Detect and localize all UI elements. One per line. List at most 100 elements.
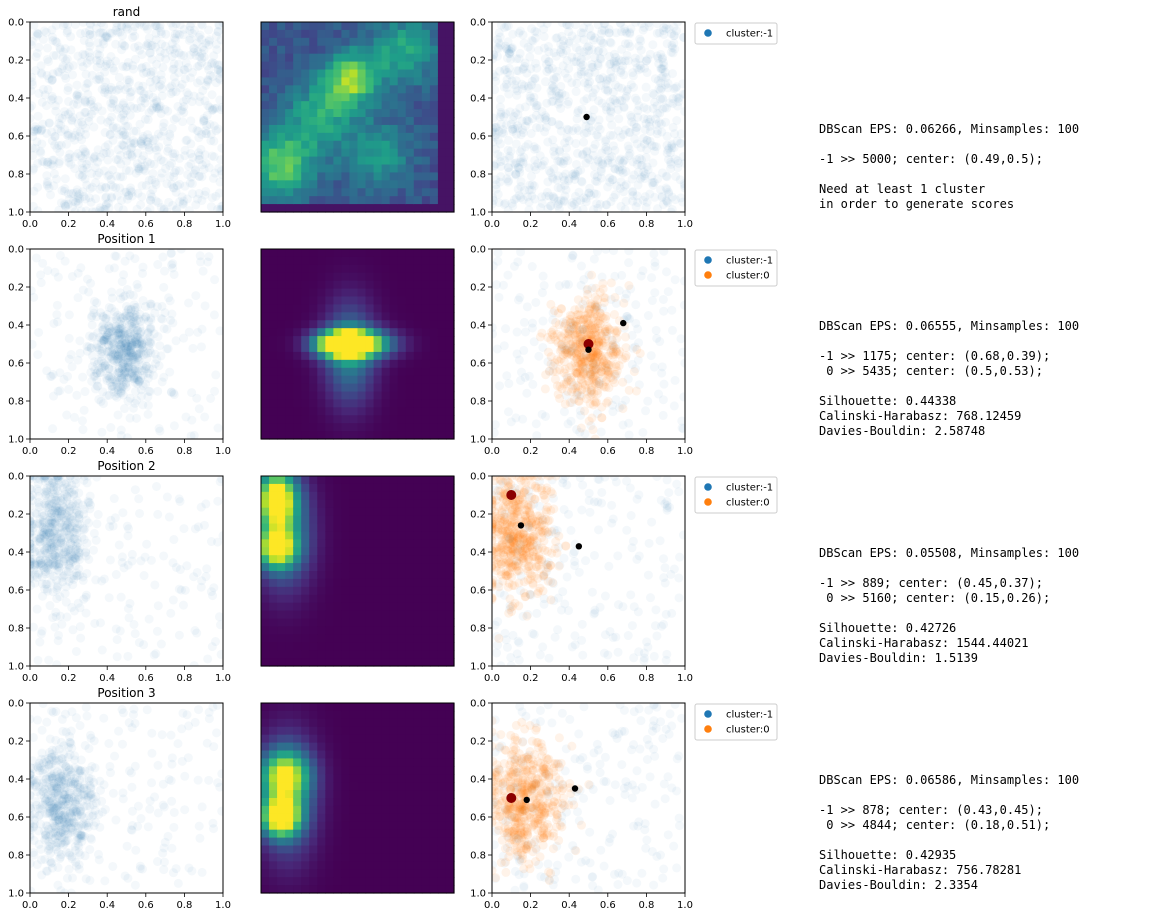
x-tick-label: 0.0 bbox=[484, 219, 500, 230]
heatmap-cell bbox=[373, 109, 383, 118]
sample-point bbox=[86, 22, 96, 29]
sample-point bbox=[126, 186, 136, 196]
cluster-minus1-point bbox=[544, 64, 554, 74]
cluster-minus1-point bbox=[567, 78, 577, 88]
sample-point bbox=[84, 518, 94, 528]
heatmap-cell bbox=[333, 359, 343, 369]
sample-point bbox=[201, 186, 211, 196]
heatmap-cell bbox=[317, 85, 326, 94]
sample-point bbox=[168, 595, 178, 605]
cluster-minus1-point bbox=[558, 49, 568, 59]
heatmap-cell bbox=[317, 132, 326, 142]
heatmap-cell bbox=[317, 288, 326, 298]
cluster-minus1-point bbox=[642, 68, 652, 78]
cluster-minus1-point bbox=[492, 428, 499, 438]
sample-point bbox=[171, 22, 181, 29]
heatmap-cell bbox=[357, 272, 367, 282]
sample-point bbox=[62, 64, 72, 74]
sample-point bbox=[141, 40, 151, 50]
heatmap-cell bbox=[365, 164, 375, 174]
heatmap-cell bbox=[269, 124, 278, 134]
sample-point bbox=[85, 184, 95, 194]
cluster-minus1-point bbox=[679, 179, 685, 189]
sample-point bbox=[211, 78, 221, 88]
heatmap-cell bbox=[269, 249, 278, 258]
y-tick-label: 1.0 bbox=[470, 208, 486, 219]
cluster-minus1-point bbox=[575, 45, 585, 55]
heatmap-cell bbox=[373, 172, 383, 181]
heatmap-cell bbox=[421, 45, 431, 55]
cluster-minus1-point bbox=[622, 91, 632, 101]
cluster-minus1-point bbox=[512, 66, 522, 76]
heatmap-cell bbox=[389, 164, 399, 174]
heatmap-cell bbox=[333, 249, 343, 258]
cluster-minus1-point bbox=[492, 51, 502, 61]
sample-point bbox=[143, 400, 153, 410]
heatmap-cell bbox=[269, 77, 278, 86]
heatmap-cell bbox=[429, 180, 439, 189]
heatmap-cell bbox=[301, 391, 310, 401]
heatmap-cell bbox=[445, 320, 455, 329]
sample-point bbox=[215, 95, 223, 105]
sample-point bbox=[62, 130, 72, 140]
heatmap-cell bbox=[437, 204, 447, 213]
heatmap-cell bbox=[325, 272, 334, 282]
cluster-minus1-point bbox=[549, 74, 559, 84]
cluster-0-point bbox=[540, 384, 550, 394]
heatmap-cell bbox=[389, 304, 399, 313]
sample-point bbox=[160, 266, 170, 276]
cluster-minus1-point bbox=[619, 70, 629, 80]
sample-point bbox=[100, 128, 110, 138]
heatmap-cell bbox=[269, 288, 278, 298]
heatmap-cell bbox=[301, 148, 310, 158]
sample-point bbox=[85, 41, 95, 51]
cluster-minus1-point bbox=[611, 60, 621, 70]
heatmap-cell bbox=[389, 156, 399, 166]
cluster-minus1-point bbox=[555, 145, 565, 155]
heatmap-cell bbox=[293, 109, 302, 118]
y-tick-label: 0.2 bbox=[8, 283, 24, 294]
sample-point bbox=[97, 645, 107, 655]
sample-point bbox=[104, 302, 114, 312]
sample-point bbox=[118, 172, 128, 182]
sample-point bbox=[155, 47, 165, 57]
cluster-minus1-point bbox=[553, 196, 563, 206]
sample-point bbox=[37, 626, 47, 636]
x-tick-label: 0.0 bbox=[484, 446, 500, 457]
heatmap-cell bbox=[325, 431, 334, 440]
sample-point bbox=[147, 192, 157, 202]
sample-point bbox=[192, 38, 202, 48]
sample-point bbox=[95, 203, 105, 212]
sample-point bbox=[85, 22, 95, 28]
heatmap-cell bbox=[437, 407, 447, 416]
sample-point bbox=[167, 81, 177, 91]
heatmap-cell bbox=[293, 148, 302, 158]
heatmap-cell bbox=[413, 196, 423, 205]
sample-point bbox=[153, 386, 163, 396]
heatmap-cell bbox=[413, 296, 423, 306]
sample-point bbox=[178, 117, 188, 127]
heatmap-cell bbox=[261, 296, 270, 306]
sample-point bbox=[102, 199, 112, 209]
sample-point bbox=[144, 133, 154, 143]
heatmap-cell bbox=[381, 29, 391, 39]
cluster-minus1-point bbox=[614, 114, 624, 124]
sample-point bbox=[33, 182, 43, 192]
heatmap-cell bbox=[261, 85, 270, 94]
cluster-minus1-point bbox=[680, 183, 685, 193]
cluster-minus1-point bbox=[577, 177, 587, 187]
cluster-minus1-point bbox=[608, 141, 618, 151]
sample-point bbox=[199, 164, 209, 174]
heatmap-cell bbox=[421, 336, 431, 345]
heatmap-cell bbox=[373, 280, 383, 290]
cluster-minus1-point bbox=[592, 249, 602, 256]
sample-point bbox=[80, 96, 90, 106]
heatmap-cell bbox=[293, 423, 302, 432]
cluster-minus1-point bbox=[560, 180, 570, 190]
sample-point bbox=[81, 148, 91, 158]
cluster-minus1-point bbox=[508, 115, 518, 125]
sample-point bbox=[179, 196, 189, 206]
sample-point bbox=[154, 142, 164, 152]
sample-point bbox=[75, 348, 85, 358]
sample-point bbox=[71, 197, 81, 207]
